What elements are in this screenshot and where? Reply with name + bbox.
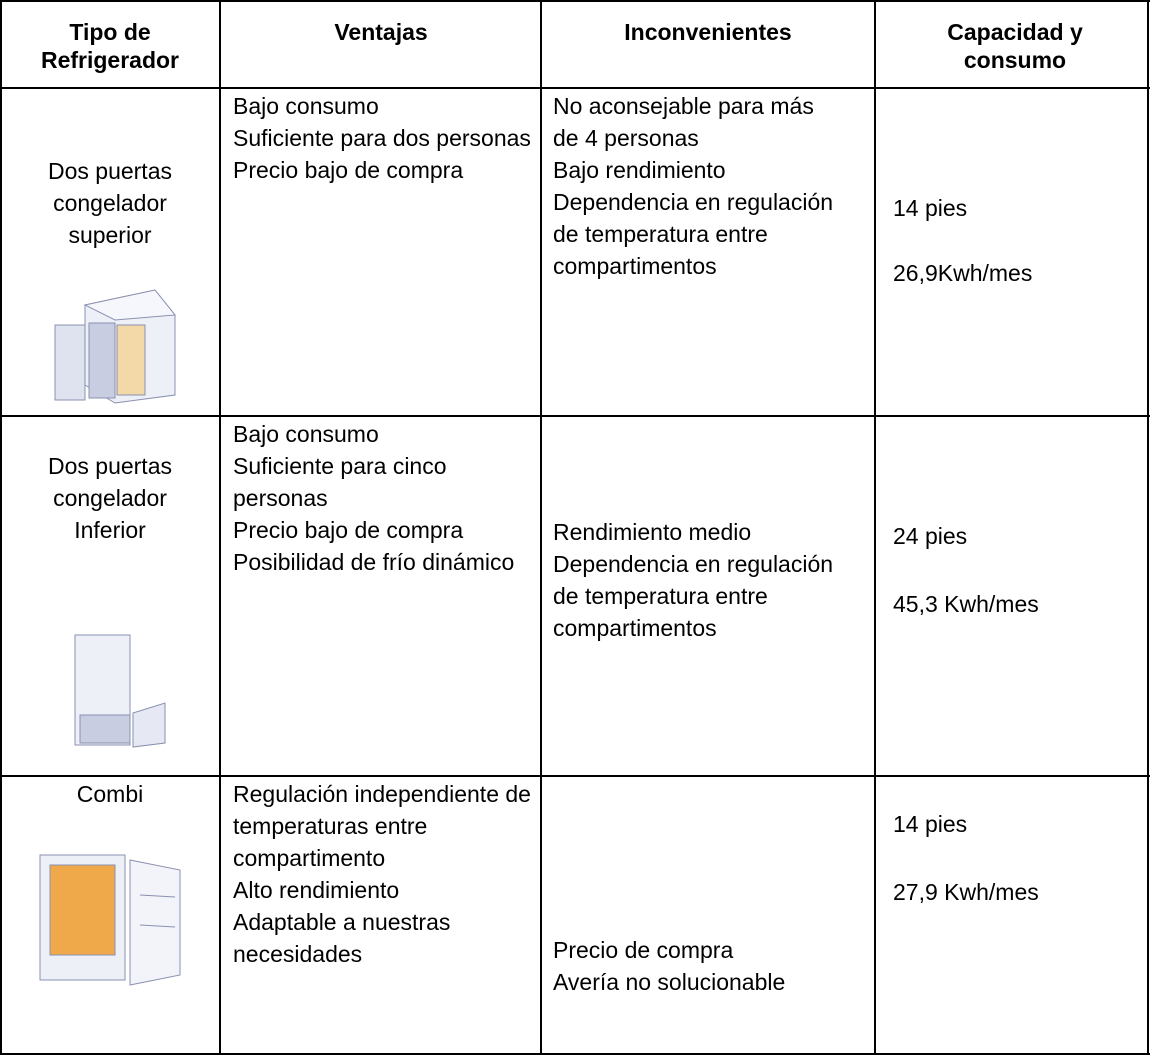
advantage: Precio bajo de compra bbox=[233, 517, 464, 543]
border bbox=[1147, 0, 1149, 1055]
disadvantage: Avería no solucionable bbox=[553, 969, 786, 995]
type-cell: Dos puertas congelador Inferior bbox=[35, 450, 185, 546]
disadvantage: Dependencia en regulación de temperatura… bbox=[553, 189, 834, 279]
advantages-cell: Regulación independiente de temperaturas… bbox=[233, 778, 533, 970]
advantage: Precio bajo de compra bbox=[233, 157, 464, 183]
advantages-cell: Bajo consumo Suficiente para dos personas… bbox=[233, 90, 533, 186]
consumption: 27,9 Kwh/mes bbox=[893, 876, 1133, 908]
refrigerator-type: Combi bbox=[76, 781, 144, 807]
advantage: Alto rendimiento bbox=[233, 877, 400, 903]
type-cell: Dos puertas congelador superior bbox=[35, 155, 185, 251]
disadvantage: Bajo rendimiento bbox=[553, 157, 726, 183]
advantage: Regulación independiente de temperaturas… bbox=[233, 781, 531, 871]
consumption-value: 27,9 Kwh/mes bbox=[893, 879, 1039, 905]
header-cell: Capacidad y consumo bbox=[947, 19, 1083, 73]
disadvantages-cell: No aconsejable para más de 4 personas Baj… bbox=[553, 90, 838, 282]
disadvantage: No aconsejable para más de 4 personas bbox=[553, 93, 814, 151]
header-cell: Inconvenientes bbox=[624, 19, 792, 45]
border bbox=[219, 0, 221, 1055]
header-cell: Tipo de Refrigerador bbox=[40, 19, 180, 73]
fridge-icon bbox=[39, 854, 181, 986]
border bbox=[874, 0, 876, 1055]
disadvantage: Precio de compra bbox=[553, 937, 734, 963]
border bbox=[0, 0, 1150, 2]
border bbox=[0, 87, 1150, 89]
capacity-value: 24 pies bbox=[893, 523, 968, 549]
capacity: 14 pies bbox=[893, 192, 1133, 224]
consumption-value: 45,3 Kwh/mes bbox=[893, 591, 1039, 617]
advantage: Bajo consumo bbox=[233, 421, 379, 447]
advantage: Suficiente para dos personas bbox=[233, 125, 531, 151]
advantage: Adaptable a nuestras necesidades bbox=[233, 909, 451, 967]
type-cell: Combi bbox=[35, 778, 185, 810]
fridge-icon bbox=[74, 634, 166, 748]
fridge-icon bbox=[54, 289, 176, 404]
capacity-value: 14 pies bbox=[893, 811, 968, 837]
consumption: 26,9Kwh/mes bbox=[893, 257, 1133, 289]
capacity: 24 pies bbox=[893, 520, 1133, 552]
border bbox=[0, 0, 2, 1055]
advantage: Posibilidad de frío dinámico bbox=[233, 549, 515, 575]
disadvantages-cell: Rendimiento medio Dependencia en regulaci… bbox=[553, 516, 838, 644]
refrigerator-type: Dos puertas congelador superior bbox=[47, 158, 172, 248]
capacity: 14 pies bbox=[893, 808, 1133, 840]
disadvantages-cell: Precio de compra Avería no solucionable bbox=[553, 934, 838, 998]
advantage: Suficiente para cinco personas bbox=[233, 453, 447, 511]
disadvantage: Dependencia en regulación de temperatura… bbox=[553, 551, 834, 641]
header-cell: Ventajas bbox=[334, 19, 428, 45]
disadvantage: Rendimiento medio bbox=[553, 519, 752, 545]
advantage: Bajo consumo bbox=[233, 93, 379, 119]
consumption: 45,3 Kwh/mes bbox=[893, 588, 1133, 620]
consumption-value: 26,9Kwh/mes bbox=[893, 260, 1033, 286]
border bbox=[540, 0, 542, 1055]
capacity-value: 14 pies bbox=[893, 195, 968, 221]
border bbox=[0, 775, 1150, 777]
refrigerator-type: Dos puertas congelador Inferior bbox=[47, 453, 172, 543]
border bbox=[0, 1053, 1150, 1055]
border bbox=[0, 415, 1150, 417]
advantages-cell: Bajo consumo Suficiente para cinco person… bbox=[233, 418, 533, 578]
